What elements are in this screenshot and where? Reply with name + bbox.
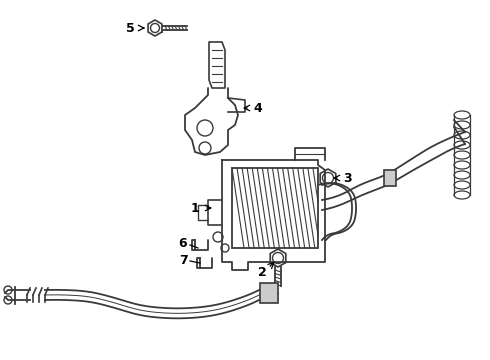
Bar [384, 171, 396, 186]
Text: 6: 6 [179, 237, 187, 249]
Text: 1: 1 [191, 202, 199, 215]
Text: 7: 7 [179, 253, 187, 266]
Text: 4: 4 [254, 102, 262, 114]
Text: 2: 2 [258, 266, 267, 279]
Text: 5: 5 [125, 22, 134, 35]
Bar [232, 168, 318, 248]
Text: 3: 3 [343, 171, 352, 185]
Bar [260, 283, 278, 303]
